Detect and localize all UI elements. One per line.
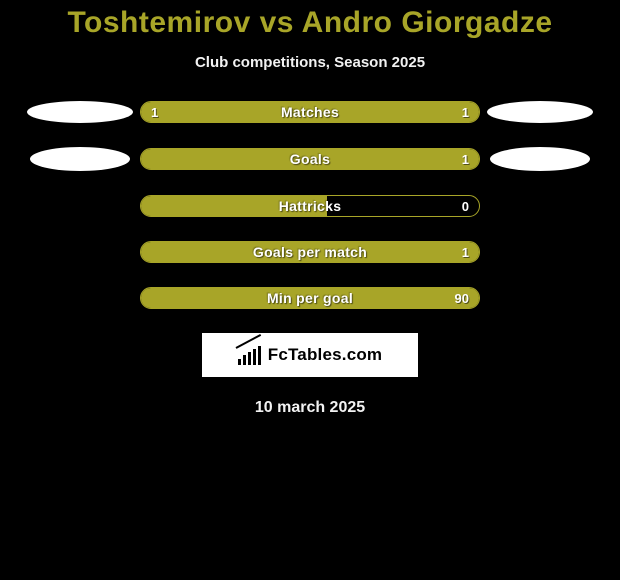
logo-box: FcTables.com: [202, 333, 418, 377]
stat-value-right: 0: [462, 196, 469, 216]
infographic-container: Toshtemirov vs Andro Giorgadze Club comp…: [0, 0, 620, 580]
stat-bar: 1Goals per match: [140, 241, 480, 263]
subtitle: Club competitions, Season 2025: [0, 54, 620, 71]
stat-bar: 1Goals: [140, 148, 480, 170]
player-ellipse-icon: [487, 101, 593, 123]
stat-row: 0Hattricks: [0, 195, 620, 217]
player-ellipse-icon: [490, 147, 590, 171]
bar-fill-left: [141, 102, 310, 122]
logo-text: FcTables.com: [268, 345, 383, 365]
left-side: [20, 147, 140, 171]
right-side: [480, 147, 600, 171]
stat-row: 1Goals per match: [0, 241, 620, 263]
stat-row: 11Matches: [0, 101, 620, 123]
left-side: [20, 101, 140, 123]
bar-fill-left: [141, 149, 310, 169]
bar-fill-left: [141, 288, 327, 308]
stat-row: 90Min per goal: [0, 287, 620, 309]
chart-icon: [238, 345, 262, 365]
bar-fill-left: [141, 242, 327, 262]
player-ellipse-icon: [27, 101, 133, 123]
date-label: 10 march 2025: [0, 399, 620, 417]
page-title: Toshtemirov vs Andro Giorgadze: [0, 6, 620, 40]
bar-fill-right: [310, 102, 479, 122]
bar-fill-right: [310, 149, 479, 169]
stat-bar: 90Min per goal: [140, 287, 480, 309]
right-side: [480, 101, 600, 123]
bar-fill-left: [141, 196, 327, 216]
player-ellipse-icon: [30, 147, 130, 171]
stat-rows: 11Matches 1Goals 0Hattricks 1Goals per matc…: [0, 101, 620, 309]
bar-fill-right: [327, 288, 479, 308]
stat-bar: 0Hattricks: [140, 195, 480, 217]
bar-fill-right: [327, 242, 479, 262]
stat-row: 1Goals: [0, 147, 620, 171]
stat-bar: 11Matches: [140, 101, 480, 123]
